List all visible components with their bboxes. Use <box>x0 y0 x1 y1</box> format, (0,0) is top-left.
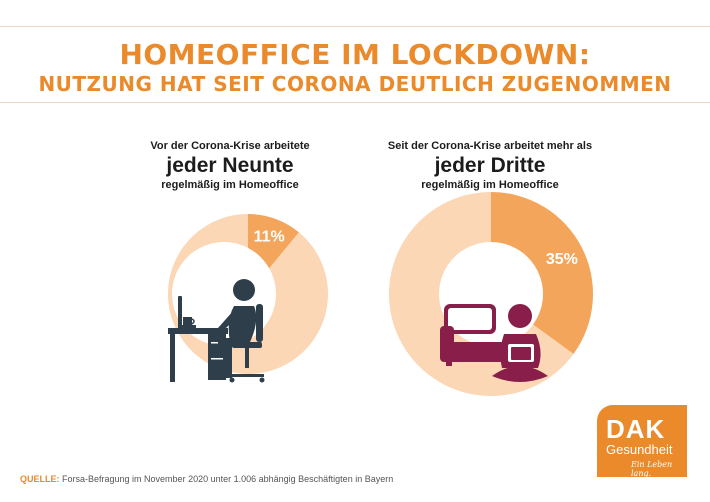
dak-logo: DAK Gesundheit Ein Leben lang. <box>597 405 687 478</box>
right-caption-line3: regelmäßig im Homeoffice <box>421 179 559 191</box>
left-caption: Vor der Corona-Krise arbeitete jeder Neu… <box>130 140 330 192</box>
right-caption: Seit der Corona-Krise arbeitet mehr als … <box>370 140 610 192</box>
source-note: QUELLE: Forsa-Befragung im November 2020… <box>20 474 393 484</box>
right-caption-line1: Seit der Corona-Krise arbeitet mehr als <box>387 140 593 152</box>
office-worker-icon <box>168 279 265 383</box>
header-rule <box>0 102 710 103</box>
donut-chart-since: 35% <box>389 192 593 396</box>
source-text: Forsa-Befragung im November 2020 unter 1… <box>62 474 394 484</box>
logo-slogan: Ein Leben lang. <box>631 460 673 478</box>
donut-slice-0 <box>491 192 593 354</box>
top-rule <box>0 26 710 27</box>
page-title: HOMEOFFICE IM LOCKDOWN: <box>119 38 591 71</box>
donut-value-label: 35% <box>546 251 578 268</box>
left-caption-line1: Vor der Corona-Krise arbeitete <box>150 140 310 152</box>
right-caption-emphasis: jeder Dritte <box>434 154 546 177</box>
logo-name: Gesundheit <box>606 442 673 457</box>
donut-value-label: 11% <box>254 228 285 245</box>
source-label: QUELLE: <box>20 474 60 484</box>
page-subtitle: NUTZUNG HAT SEIT CORONA DEUTLICH ZUGENOM… <box>38 72 672 96</box>
left-caption-line3: regelmäßig im Homeoffice <box>161 179 299 191</box>
donut-chart-before: 11% <box>168 214 328 383</box>
left-caption-emphasis: jeder Neunte <box>166 154 294 177</box>
home-worker-icon <box>440 304 548 382</box>
logo-brand: DAK <box>606 414 666 444</box>
